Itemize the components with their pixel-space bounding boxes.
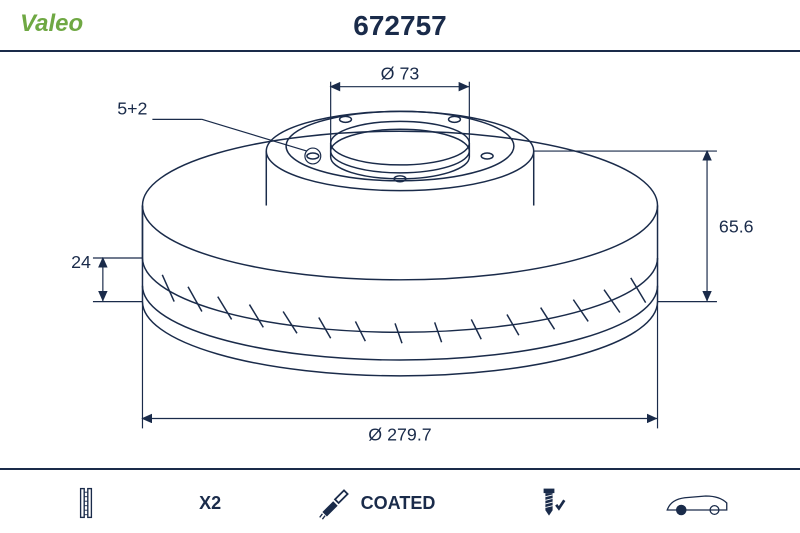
coating-label: COATED — [361, 493, 436, 514]
dim-height: 65.6 — [719, 216, 754, 236]
part-number: 672757 — [353, 10, 446, 42]
car-front-axle-icon — [662, 485, 732, 521]
brush-icon — [317, 485, 353, 521]
technical-diagram: Ø 73 5+2 24 65.6 Ø 279.7 — [0, 50, 800, 470]
screw-group — [531, 485, 567, 521]
quantity-label: X2 — [199, 493, 221, 514]
dim-bolt-pattern: 5+2 — [117, 98, 147, 118]
dim-bore: Ø 73 — [381, 64, 420, 84]
quantity-group: X2 — [199, 493, 221, 514]
dim-thickness: 24 — [71, 252, 91, 272]
screw-icon — [531, 485, 567, 521]
footer-bar: X2 COATED — [0, 473, 800, 533]
disc-type-icon-group — [68, 485, 104, 521]
axle-position-group — [662, 485, 732, 521]
coating-group: COATED — [317, 485, 436, 521]
dim-outer-diameter: Ø 279.7 — [368, 424, 431, 444]
brand-logo: Valeo — [20, 10, 83, 38]
vented-disc-icon — [68, 485, 104, 521]
